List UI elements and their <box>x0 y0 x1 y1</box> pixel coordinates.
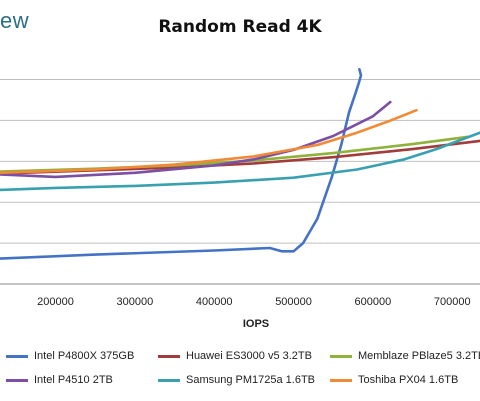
legend-swatch <box>158 354 180 358</box>
chart-title: Random Read 4K <box>158 17 322 37</box>
x-tick-label: 200000 <box>37 296 74 308</box>
series-line <box>0 108 418 175</box>
legend-label: Memblaze PBlaze5 3.2TB <box>358 350 480 362</box>
legend-label: Samsung PM1725a 1.6TB <box>186 374 316 386</box>
series-line <box>0 131 480 192</box>
x-tick-label: 300000 <box>117 296 154 308</box>
series-line <box>0 135 470 173</box>
series-lines <box>0 68 480 260</box>
series-line <box>0 100 392 179</box>
legend-swatch <box>6 378 28 382</box>
x-tick-label: 600000 <box>355 296 392 308</box>
legend-item: Samsung PM1725a 1.6TB <box>158 374 315 386</box>
chart-legend: Intel P4800X 375GB Huawei ES3000 v5 3.2TB… <box>0 340 480 401</box>
legend-label: Intel P4510 2TB <box>34 374 113 386</box>
x-tick-label: 400000 <box>196 296 233 308</box>
legend-swatch <box>158 378 180 382</box>
legend-swatch <box>6 354 28 358</box>
line-chart: Random Read 4K 200000 300000 400000 500000 6… <box>0 17 480 330</box>
legend-item: Huawei ES3000 v5 3.2TB <box>158 350 312 362</box>
x-axis-label: IOPS <box>243 318 269 330</box>
legend-item: Toshiba PX04 1.6TB <box>330 374 458 386</box>
series-line <box>0 68 363 260</box>
legend-item: Memblaze PBlaze5 3.2TB <box>330 350 480 362</box>
x-tick-labels: 200000 300000 400000 500000 600000 700000 <box>37 296 470 308</box>
legend-swatch <box>330 354 352 358</box>
x-tick-label: 500000 <box>275 296 312 308</box>
x-tick-label: 700000 <box>434 296 471 308</box>
legend-label: Huawei ES3000 v5 3.2TB <box>186 350 312 362</box>
brand-logo-text: ew <box>0 8 30 33</box>
legend-swatch <box>330 378 352 382</box>
legend-label: Toshiba PX04 1.6TB <box>358 374 459 386</box>
legend-item: Intel P4510 2TB <box>6 374 113 386</box>
legend-item: Intel P4800X 375GB <box>6 350 134 362</box>
legend-label: Intel P4800X 375GB <box>34 350 135 362</box>
